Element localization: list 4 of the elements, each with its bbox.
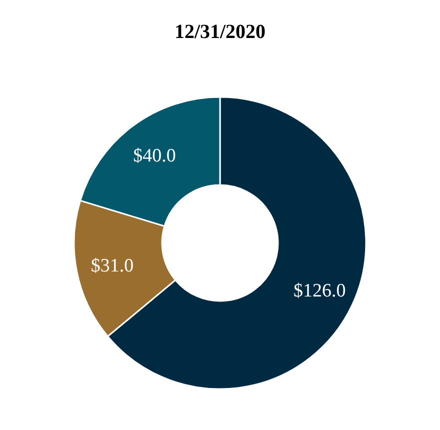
data-label: $126.0: [293, 280, 346, 302]
data-label: $40.0: [133, 145, 176, 166]
data-label: $31.0: [90, 255, 134, 276]
chart-title: 12/31/2020: [174, 21, 266, 43]
